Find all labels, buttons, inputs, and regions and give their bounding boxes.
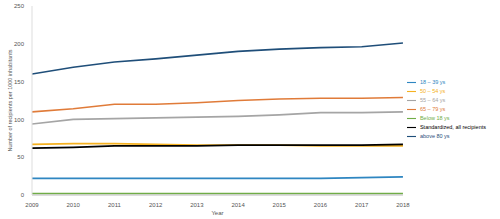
- svg-text:Number of recipients per 1000: Number of recipients per 1000 inhabitant…: [8, 49, 13, 151]
- svg-text:100: 100: [14, 117, 25, 123]
- svg-text:2017: 2017: [355, 202, 369, 208]
- svg-text:150: 150: [14, 79, 25, 85]
- svg-text:250: 250: [14, 3, 25, 9]
- html-text:65 – 79 ys: 65 – 79 ys: [420, 106, 446, 112]
- svg-text:2013: 2013: [190, 202, 204, 208]
- html-text:above 80 ys: above 80 ys: [420, 133, 450, 140]
- svg-text:200: 200: [14, 41, 25, 47]
- svg-text:50: 50: [17, 154, 24, 160]
- svg-text:Year: Year: [211, 210, 223, 216]
- svg-text:2009: 2009: [25, 202, 39, 208]
- html-text:18 – 39 ys: 18 – 39 ys: [420, 78, 446, 85]
- svg-text:0: 0: [21, 192, 25, 198]
- svg-text:2011: 2011: [108, 202, 122, 208]
- svg-text:2015: 2015: [273, 202, 287, 208]
- html-text:Standardized, all recipients: Standardized, all recipients: [420, 124, 486, 131]
- svg-text:2010: 2010: [67, 202, 81, 208]
- svg-text:2018: 2018: [396, 202, 410, 208]
- svg-text:2014: 2014: [231, 202, 245, 208]
- svg-text:2012: 2012: [149, 202, 163, 208]
- html-text:55 – 64 ys: 55 – 64 ys: [420, 96, 446, 103]
- svg-text:2016: 2016: [314, 202, 328, 208]
- html-text:50 – 54 ys: 50 – 54 ys: [420, 87, 446, 94]
- html-text:Below 18 ys: Below 18 ys: [420, 115, 450, 121]
